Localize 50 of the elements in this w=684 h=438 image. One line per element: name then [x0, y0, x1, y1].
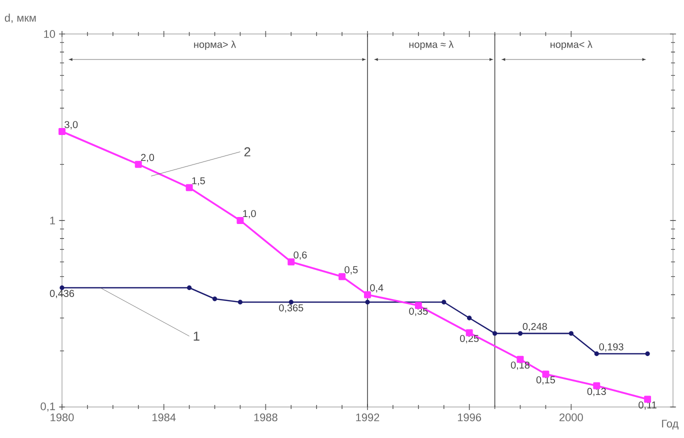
- point: [492, 331, 498, 336]
- data-label: 1,0: [243, 210, 256, 218]
- data-label: 0,4: [370, 284, 384, 293]
- point: [186, 285, 192, 290]
- y-tick-label: 10: [44, 30, 56, 38]
- point: [364, 291, 371, 298]
- point: [467, 316, 472, 320]
- y-axis-title: d, мкм: [4, 14, 36, 24]
- x-tick-label: 1980: [50, 414, 74, 422]
- x-tick-label: 2000: [560, 414, 583, 422]
- point: [568, 331, 574, 336]
- point: [186, 184, 193, 192]
- point: [288, 258, 295, 266]
- data-label: 0,6: [294, 251, 307, 260]
- x-tick-label: 1984: [152, 414, 176, 422]
- point: [134, 160, 142, 168]
- point: [338, 273, 346, 280]
- x-axis-title: Год: [662, 420, 678, 430]
- data-label: 0,248: [522, 323, 547, 332]
- point: [518, 331, 523, 336]
- y-tick-label: 0,1: [40, 402, 55, 412]
- x-tick-label: 1992: [356, 414, 380, 422]
- x-tick-label: 1988: [254, 414, 278, 422]
- point: [238, 300, 243, 304]
- data-label: 1,5: [192, 177, 205, 186]
- annotation: норма< λ: [550, 40, 592, 50]
- point: [645, 351, 650, 356]
- point: [594, 351, 599, 356]
- data-label: 0,15: [536, 376, 555, 385]
- data-label: 2,0: [141, 154, 154, 162]
- annotation: 1: [194, 332, 200, 341]
- data-label: 0,13: [587, 388, 606, 396]
- annotation: 2: [244, 147, 250, 156]
- annotation: норма> λ: [194, 40, 236, 50]
- point: [365, 300, 370, 304]
- data-label: 3,0: [64, 121, 78, 130]
- point: [288, 300, 294, 304]
- point: [212, 296, 218, 302]
- data-label: 0,11: [638, 401, 656, 410]
- data-label: 0,436: [50, 290, 74, 298]
- data-label: 0,365: [279, 304, 304, 313]
- point: [442, 300, 446, 304]
- point: [236, 216, 244, 224]
- point: [58, 128, 66, 135]
- data-label: 0,18: [510, 362, 530, 370]
- annotation: норма ≈ λ: [409, 40, 454, 50]
- x-tick-label: 1996: [458, 414, 482, 422]
- data-label: 0,193: [599, 343, 624, 352]
- y-tick-label: 1: [50, 216, 55, 224]
- data-label: 0,5: [344, 266, 358, 274]
